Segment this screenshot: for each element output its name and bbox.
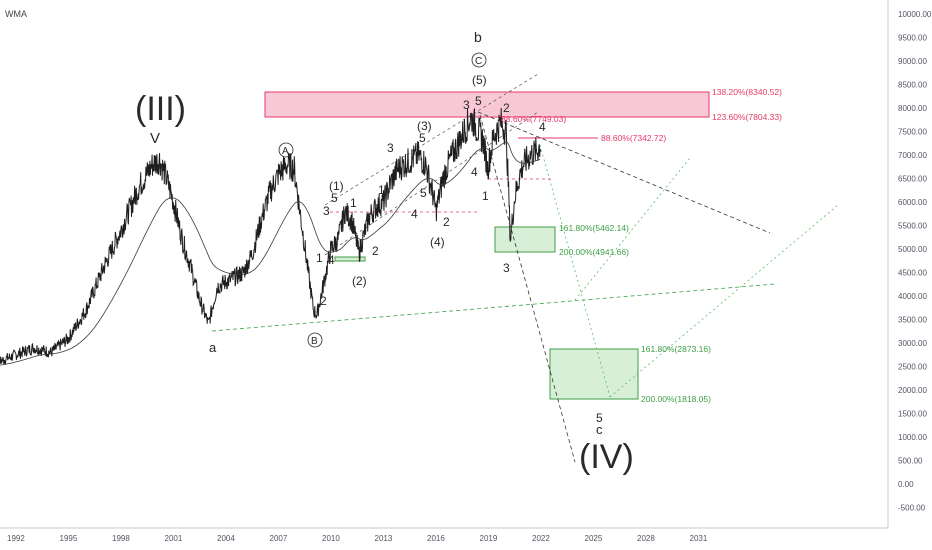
fib-label: 200.00%(4941.66) — [559, 247, 629, 257]
price-tick-label: 7000.00 — [898, 151, 927, 160]
price-tick-label: 500.00 — [898, 457, 923, 466]
wave-label-1: (1) — [329, 179, 344, 193]
fib-label: 200.00%(1818.05) — [641, 394, 711, 404]
time-tick-label: 2028 — [637, 534, 655, 543]
price-tick-label: 6000.00 — [898, 198, 927, 207]
wave-label-1: 1 — [350, 196, 357, 210]
time-tick-label: 2001 — [165, 534, 183, 543]
fib-label: 123.60%(7804.33) — [712, 112, 782, 122]
wave-label-(4): (4) — [430, 235, 445, 249]
fib-label: 88.60%(7342.72) — [601, 133, 666, 143]
fib-label: 138.20%(8340.52) — [712, 87, 782, 97]
time-tick-label: 2007 — [270, 534, 288, 543]
wave-circle-C — [471, 52, 487, 68]
wave-label-4: 4 — [471, 165, 478, 179]
time-tick-label: 2022 — [532, 534, 550, 543]
wave-label-A: A — [282, 146, 289, 157]
wave-label-5: 5 — [331, 191, 338, 205]
price-tick-label: -500.00 — [898, 504, 926, 513]
projection-green-3 — [574, 157, 691, 301]
wave-label-3: 3 — [387, 141, 394, 155]
wave-label-3: 3 — [323, 204, 330, 218]
wave-label-(3): (3) — [417, 119, 432, 133]
time-tick-label: 2013 — [375, 534, 393, 543]
price-tick-label: 5000.00 — [898, 245, 927, 254]
price-tick-label: 6500.00 — [898, 175, 927, 184]
fib-red-zone — [264, 91, 710, 118]
wave-label-III: (III) — [135, 90, 186, 128]
wave-label-5: 5 — [475, 94, 482, 108]
symbol-label: WMA — [5, 9, 27, 19]
wave-label-3: 3 — [503, 261, 510, 275]
fib-green-zone-small — [494, 226, 556, 253]
wave-label-2: 2 — [320, 294, 327, 308]
price-tick-label: 8000.00 — [898, 104, 927, 113]
trendline-ab-green — [211, 283, 776, 332]
moving-average-series — [0, 141, 541, 366]
fib-label: 161.80%(5462.14) — [559, 223, 629, 233]
price-tick-label: 8500.00 — [898, 81, 927, 90]
price-tick-label: 2500.00 — [898, 363, 927, 372]
price-tick-label: 3500.00 — [898, 316, 927, 325]
price-tick-label: 9500.00 — [898, 34, 927, 43]
fib-green-zone-large — [549, 348, 639, 400]
wave-label-C: C — [475, 56, 482, 67]
time-tick-label: 2031 — [690, 534, 708, 543]
price-tick-label: 4500.00 — [898, 269, 927, 278]
time-tick-label: 2010 — [322, 534, 340, 543]
price-tick-label: 9000.00 — [898, 57, 927, 66]
wave-label-a: a — [209, 340, 217, 355]
wave-label-(2): (2) — [352, 274, 367, 288]
fib-label: 161.80%(2873.16) — [641, 344, 711, 354]
price-tick-label: 7500.00 — [898, 128, 927, 137]
price-tick-label: 3000.00 — [898, 339, 927, 348]
wave-label-IV: (IV) — [579, 438, 634, 476]
price-tick-label: 10000.00 — [898, 10, 932, 19]
fib-green-mini — [334, 256, 366, 262]
wave-label-1: 1 — [482, 189, 489, 203]
wave-label-b: b — [474, 29, 482, 45]
projection-iv-line — [479, 114, 576, 463]
downtrend-line — [477, 111, 771, 234]
wave-label-1: 1 — [316, 251, 323, 265]
fib-label: 88.60%(7749.03) — [501, 114, 566, 124]
time-tick-label: 1995 — [60, 534, 78, 543]
wave-label-5: 5 — [420, 186, 427, 200]
wave-circle-A — [278, 142, 294, 158]
wave-circle-B — [307, 332, 323, 348]
wave-label-4: 4 — [539, 120, 546, 134]
wave-label-2: 2 — [372, 244, 379, 258]
wave-label-2: 2 — [443, 215, 450, 229]
time-tick-label: 2016 — [427, 534, 445, 543]
projection-green-2 — [609, 204, 839, 398]
price-tick-label: 1500.00 — [898, 410, 927, 419]
time-tick-label: 1992 — [7, 534, 25, 543]
wave-label-2: 2 — [503, 101, 510, 115]
wave-label-V: V — [150, 130, 160, 147]
price-tick-label: 5500.00 — [898, 222, 927, 231]
time-tick-label: 2025 — [585, 534, 603, 543]
price-series — [0, 107, 542, 366]
wave-label-3: 3 — [463, 98, 470, 112]
price-tick-label: 2000.00 — [898, 386, 927, 395]
wave-label-4: 4 — [328, 253, 335, 267]
price-tick-label: 4000.00 — [898, 292, 927, 301]
wave-label-5: 5 — [419, 131, 426, 145]
wave-label-c: c — [596, 422, 603, 437]
price-tick-label: 1000.00 — [898, 433, 927, 442]
wave-label-B: B — [311, 336, 318, 347]
price-axis-ticks[interactable]: -500.00 0.00 500.00 1000.00 1500.00 2000.00 25… — [898, 10, 932, 513]
wave-label-4: 4 — [411, 207, 418, 221]
time-tick-label: 2019 — [480, 534, 498, 543]
time-tick-label: 1998 — [112, 534, 130, 543]
time-axis-ticks[interactable]: 1992 1995 1998 2001 2004 2007 2010 2013 2016 2019… — [7, 534, 708, 543]
wave-label-(5): (5) — [472, 73, 487, 87]
projection-green-1 — [539, 144, 611, 398]
wave-label-1: 1 — [378, 183, 385, 197]
price-tick-label: 0.00 — [898, 480, 914, 489]
time-tick-label: 2004 — [217, 534, 235, 543]
wave-label-5: 5 — [596, 411, 603, 425]
